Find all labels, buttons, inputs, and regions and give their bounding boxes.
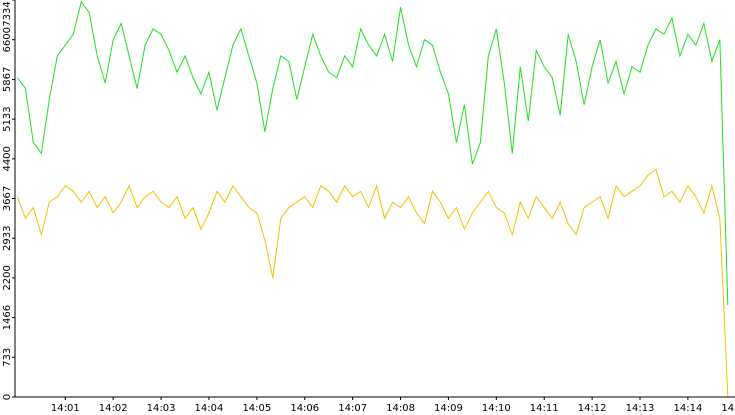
x-tick-label: 14:07 <box>338 403 367 414</box>
x-tick-label: 14:09 <box>434 403 463 414</box>
y-tick-label: 2200 <box>2 265 13 290</box>
y-tick-label: 0 <box>2 394 13 400</box>
x-tick-label: 14:04 <box>195 403 224 414</box>
y-tick-label: 4400 <box>2 146 13 171</box>
x-tick-label: 14:05 <box>242 403 271 414</box>
y-tick-label: 733 <box>2 348 13 367</box>
x-tick-label: 14:12 <box>578 403 607 414</box>
x-tick-label: 14:15 <box>721 403 735 414</box>
x-tick-label: 14:03 <box>147 403 176 414</box>
x-tick-label: 14:01 <box>51 403 80 414</box>
x-tick-label: 14:14 <box>673 403 702 414</box>
x-tick-label: 14:11 <box>530 403 559 414</box>
x-tick-label: 14:10 <box>482 403 511 414</box>
y-tick-label: 5133 <box>2 106 13 131</box>
y-tick-label: 2933 <box>2 226 13 251</box>
y-tick-label: 7334 <box>2 1 13 26</box>
y-tick-label: 1466 <box>2 305 13 330</box>
series-line <box>16 0 729 305</box>
series-line <box>16 168 729 398</box>
x-tick-label: 14:13 <box>626 403 655 414</box>
x-tick-label: 14:08 <box>386 403 415 414</box>
y-tick-label: 6600 <box>2 27 13 52</box>
y-tick-label: 3667 <box>2 186 13 211</box>
x-tick-label: 14:02 <box>99 403 128 414</box>
y-tick-label: 5867 <box>2 67 13 92</box>
x-tick-label: 14:06 <box>290 403 319 414</box>
